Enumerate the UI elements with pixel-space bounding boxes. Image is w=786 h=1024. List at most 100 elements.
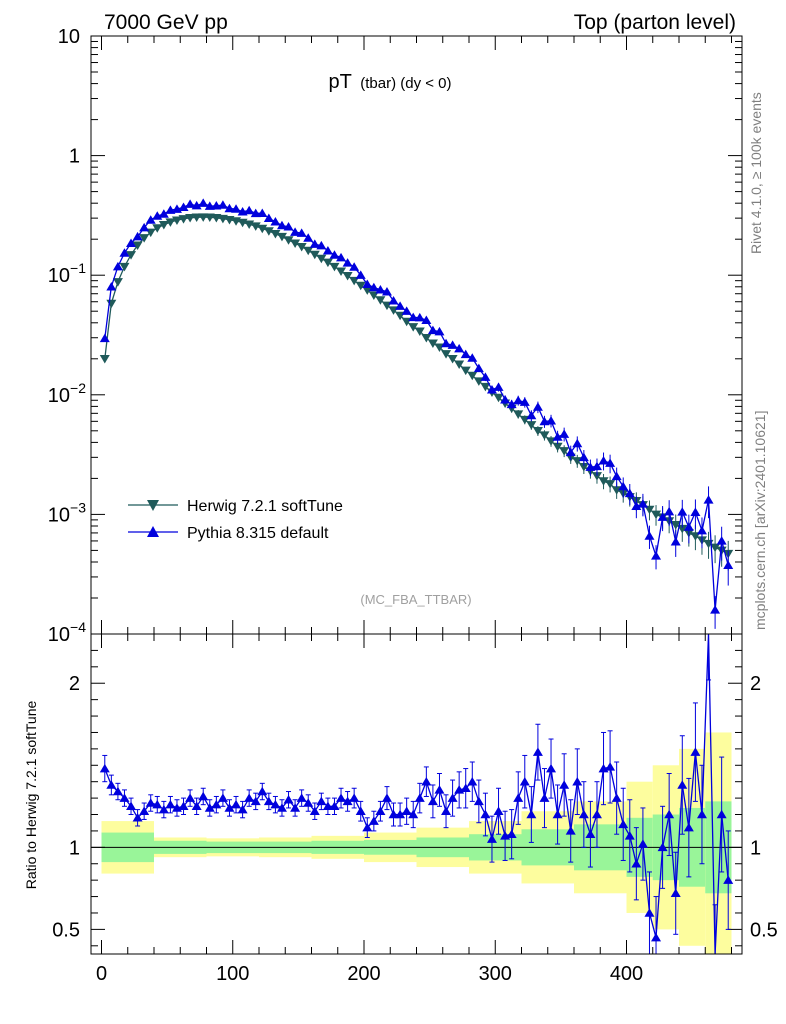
x-tick-label: 200 — [347, 963, 380, 985]
herwig-point — [414, 327, 425, 336]
main-y-tick-base: 10 — [48, 624, 70, 646]
herwig-point — [532, 427, 543, 436]
herwig-point — [421, 333, 432, 343]
ratio-point — [257, 786, 268, 796]
herwig-point — [513, 410, 524, 419]
herwig-point — [677, 524, 688, 534]
ratio-ylabel: Ratio to Herwig 7.2.1 softTune — [23, 700, 39, 889]
ratio-point — [224, 803, 235, 812]
herwig-point — [106, 299, 117, 309]
ratio-point — [585, 829, 596, 838]
ratio-point — [434, 785, 445, 794]
legend-pythia-label: Pythia 8.315 default — [187, 525, 329, 542]
pythia-point — [401, 306, 412, 315]
herwig-point — [651, 510, 662, 520]
ratio-point — [486, 834, 497, 843]
pythia-point — [467, 353, 478, 362]
ratio-point — [368, 816, 379, 825]
herwig-point — [526, 421, 537, 430]
pythia-point — [480, 372, 491, 381]
main-y-tick-base: 10 — [48, 504, 70, 526]
ratio-point — [690, 747, 701, 756]
legend-pythia-marker — [147, 526, 159, 537]
ratio-point — [421, 776, 432, 786]
herwig-point — [198, 213, 209, 222]
herwig-point — [309, 250, 320, 260]
herwig-point — [99, 355, 110, 364]
pythia-point — [290, 227, 301, 236]
pythia-point — [690, 507, 701, 516]
herwig-point — [178, 215, 189, 224]
ratio-point — [99, 763, 110, 773]
pythia-point — [421, 315, 432, 325]
ratio-point — [408, 809, 419, 819]
ratio-point — [605, 762, 616, 771]
pythia-point — [309, 239, 320, 248]
herwig-point — [605, 480, 616, 489]
ratio-point — [552, 809, 563, 819]
pythia-point — [263, 213, 274, 222]
herwig-point — [165, 218, 176, 227]
pythia-point — [368, 282, 379, 292]
ratio-point — [362, 822, 373, 832]
pythia-point — [112, 261, 123, 271]
plot-title: pT (tbar) (dy < 0) — [328, 71, 451, 93]
herwig-point — [454, 360, 465, 370]
pythia-point — [329, 250, 340, 259]
main-y-tick-label: 10−3 — [48, 499, 86, 526]
pythia-point — [696, 525, 707, 535]
herwig-point — [316, 254, 327, 264]
ratio-point — [388, 809, 399, 819]
ratio-point — [565, 826, 576, 835]
pythia-point — [710, 605, 721, 614]
pythia-point — [618, 481, 629, 491]
ratio-point — [723, 875, 734, 884]
herwig-point — [329, 262, 340, 272]
ratio-point — [513, 793, 524, 802]
herwig-point — [139, 234, 150, 243]
herwig-point — [434, 343, 445, 352]
ratio-y-tick-label-right: 2 — [750, 673, 761, 695]
pythia-point — [191, 200, 202, 210]
ratio-point — [480, 809, 491, 819]
pythia-point — [342, 258, 353, 267]
pythia-point — [559, 429, 570, 438]
ratio-point — [112, 786, 123, 796]
ratio-panel: 0.5 0.5 1 1 2 2 — [52, 633, 778, 955]
pythia-point — [546, 415, 557, 425]
pythia-point — [631, 501, 642, 510]
pythia-point — [322, 246, 333, 255]
ratio-point — [395, 809, 406, 819]
ratio-point — [355, 806, 366, 815]
pythia-point — [224, 203, 235, 213]
pythia-point — [336, 252, 347, 262]
herwig-point — [185, 214, 196, 223]
ratio-point — [263, 796, 274, 806]
pythia-point — [552, 432, 563, 441]
main-y-tick-exp: −2 — [70, 380, 86, 396]
pythia-point — [598, 455, 609, 465]
pythia-point — [185, 199, 196, 208]
herwig-point — [336, 267, 347, 276]
pythia-point — [624, 488, 635, 498]
pythia-point — [395, 301, 406, 310]
ratio-point — [178, 801, 189, 811]
ratio-point — [132, 813, 143, 822]
ratio-point — [316, 796, 327, 806]
pythia-point — [388, 295, 399, 305]
ratio-point — [139, 806, 150, 815]
x-tick-label: 100 — [216, 963, 249, 985]
ratio-point — [716, 809, 727, 819]
side-label-bottom: mcplots.cern.ch [arXiv:2401.10621] — [752, 411, 768, 630]
ratio-point — [591, 809, 602, 819]
herwig-point — [132, 241, 143, 250]
pythia-point — [145, 215, 156, 224]
herwig-point — [441, 350, 452, 359]
ratio-series — [99, 633, 734, 955]
herwig-point — [375, 296, 386, 305]
herwig-point — [342, 271, 353, 281]
ratio-point — [683, 822, 694, 832]
pythia-point — [565, 447, 576, 457]
ratio-point — [211, 799, 222, 809]
